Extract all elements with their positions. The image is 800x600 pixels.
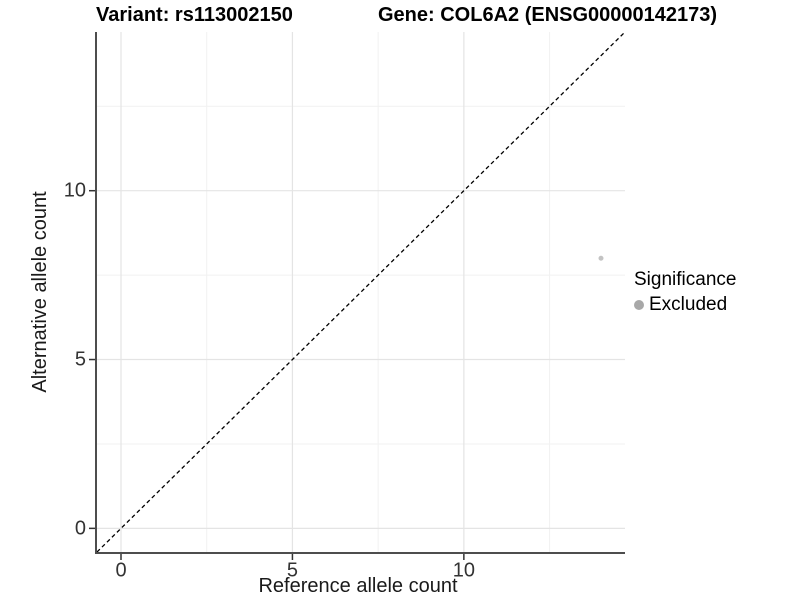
plot-title-gene: Gene: COL6A2 (ENSG00000142173) <box>378 4 718 26</box>
data-point <box>598 255 604 261</box>
legend-item-excluded: Excluded <box>634 294 736 316</box>
y-axis-title: Alternative allele count <box>29 191 51 393</box>
legend-title: Significance <box>634 269 737 290</box>
y-tick-label: 0 <box>75 517 86 539</box>
y-tick-label: 10 <box>64 180 86 202</box>
x-tick-label: 0 <box>115 560 126 582</box>
plot-title-variant: Variant: rs113002150 <box>96 4 293 26</box>
y-tick-label: 5 <box>75 349 86 371</box>
legend-point-icon <box>634 300 644 310</box>
legend-item-label: Excluded <box>649 294 728 315</box>
identity-line <box>96 31 626 553</box>
x-tick-label: 5 <box>287 560 298 582</box>
x-axis-title: Reference allele count <box>258 575 457 597</box>
legend: Significance Excluded <box>634 269 736 316</box>
x-tick-label: 10 <box>453 560 475 582</box>
